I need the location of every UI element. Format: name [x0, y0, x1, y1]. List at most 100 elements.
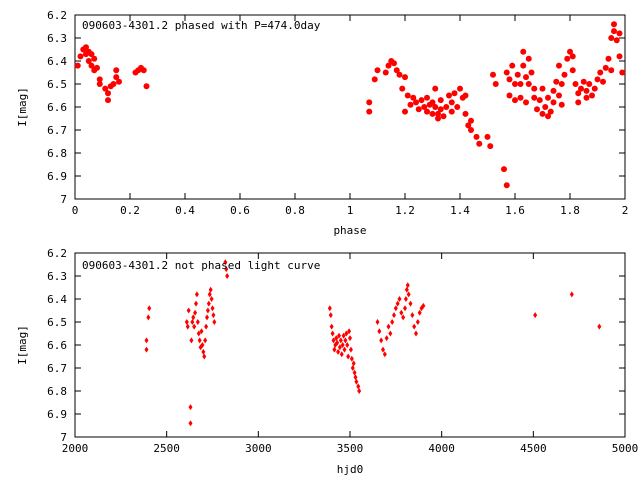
- data-point: [210, 296, 214, 302]
- data-point: [515, 72, 521, 78]
- data-point: [190, 319, 194, 325]
- data-point: [192, 324, 196, 330]
- data-point: [402, 109, 408, 115]
- data-point: [589, 93, 595, 99]
- data-point: [424, 95, 430, 101]
- data-point: [202, 354, 206, 360]
- data-point: [619, 70, 625, 76]
- panel-not-phased: 2000250030003500400045005000 6.26.36.46.…: [16, 247, 638, 476]
- data-point: [381, 347, 385, 353]
- x-tick-label: 3000: [245, 442, 272, 455]
- y-tick-label: 6.3: [47, 270, 67, 283]
- data-point: [523, 99, 529, 105]
- x-tick-label: 0.4: [175, 204, 195, 217]
- data-point: [416, 319, 420, 325]
- data-point: [336, 349, 340, 355]
- data-point: [548, 109, 554, 115]
- data-point: [394, 305, 398, 311]
- x-axis-label-phased: phase: [333, 224, 366, 237]
- y-tick-label: 6.2: [47, 9, 67, 22]
- data-point: [416, 106, 422, 112]
- data-point: [533, 312, 537, 318]
- data-point: [390, 319, 394, 325]
- data-point: [405, 287, 409, 293]
- data-point: [526, 56, 532, 62]
- data-point: [493, 81, 499, 87]
- data-point: [507, 76, 513, 82]
- data-point: [185, 319, 189, 325]
- y-tick-label: 6.6: [47, 101, 67, 114]
- x-axis-label-not-phased: hjd0: [337, 463, 364, 476]
- data-point: [424, 109, 430, 115]
- data-point: [540, 86, 546, 92]
- data-point: [606, 56, 612, 62]
- data-point: [141, 67, 147, 73]
- data-point: [375, 67, 381, 73]
- data-point: [385, 335, 389, 341]
- y-axis-label-phased: I[mag]: [16, 87, 29, 127]
- data-point: [551, 88, 557, 94]
- data-point: [211, 305, 215, 311]
- data-point: [540, 111, 546, 117]
- data-point: [329, 312, 333, 318]
- data-point: [186, 324, 190, 330]
- data-point: [91, 56, 97, 62]
- data-point: [212, 319, 216, 325]
- data-point: [430, 111, 436, 117]
- panel-phased: 00.20.40.60.811.21.41.61.82 6.26.36.46.5…: [16, 9, 628, 237]
- data-point: [419, 97, 425, 103]
- data-points-phased: [75, 21, 626, 188]
- data-point: [504, 182, 510, 188]
- y-tick-label: 6.3: [47, 32, 67, 45]
- data-point: [542, 104, 548, 110]
- data-point: [195, 291, 199, 297]
- data-point: [432, 86, 438, 92]
- data-point: [597, 70, 603, 76]
- data-point: [520, 49, 526, 55]
- data-point: [353, 370, 357, 376]
- data-point: [376, 319, 380, 325]
- data-point: [545, 95, 551, 101]
- data-point: [205, 314, 209, 320]
- x-tick-label: 4500: [520, 442, 547, 455]
- data-point: [111, 81, 117, 87]
- data-point: [611, 21, 617, 27]
- data-point: [191, 314, 195, 320]
- y-tick-label: 6.6: [47, 339, 67, 352]
- data-point: [490, 72, 496, 78]
- data-point: [556, 63, 562, 69]
- y-tick-label: 6.7: [47, 362, 67, 375]
- data-point: [113, 67, 119, 73]
- data-point: [551, 99, 557, 105]
- data-point: [562, 72, 568, 78]
- data-point: [144, 83, 150, 89]
- y-tick-label: 7: [60, 431, 67, 444]
- data-point: [187, 308, 191, 314]
- data-point: [189, 420, 193, 426]
- plot-frame-not-phased: [75, 253, 625, 437]
- data-point: [145, 337, 149, 343]
- data-point: [595, 76, 601, 82]
- data-point: [441, 113, 447, 119]
- x-tick-label: 0.8: [285, 204, 305, 217]
- data-point: [397, 72, 403, 78]
- data-point: [343, 347, 347, 353]
- data-point: [504, 70, 510, 76]
- data-point: [339, 337, 343, 343]
- data-point: [600, 79, 606, 85]
- data-point: [534, 106, 540, 112]
- data-point: [597, 324, 601, 330]
- data-point: [452, 90, 458, 96]
- x-tick-label: 2500: [153, 442, 180, 455]
- data-point: [348, 335, 352, 341]
- data-point: [487, 143, 493, 149]
- data-point: [372, 76, 378, 82]
- x-tick-label: 1.6: [505, 204, 525, 217]
- data-point: [608, 35, 614, 41]
- data-point: [146, 314, 150, 320]
- data-point: [402, 74, 408, 80]
- data-point: [592, 86, 598, 92]
- data-point: [345, 342, 349, 348]
- chart-title-not-phased: 090603-4301.2 not phased light curve: [82, 259, 320, 272]
